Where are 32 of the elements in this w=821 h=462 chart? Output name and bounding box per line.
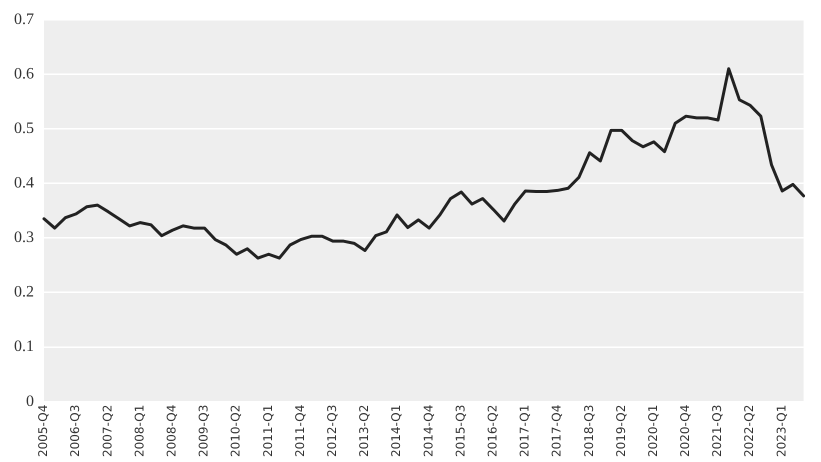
x-tick-label: 2018-Q3 (582, 404, 596, 457)
y-tick-label: 0.1 (14, 338, 34, 356)
x-tick-label: 2011-Q4 (292, 404, 307, 457)
x-tick-label: 2005-Q4 (36, 404, 50, 457)
y-tick-label: 0.7 (14, 10, 34, 28)
x-tick-label: 2016-Q2 (485, 404, 500, 457)
x-tick-label: 2013-Q2 (357, 404, 372, 457)
x-tick-label: 2012-Q3 (324, 404, 339, 457)
y-tick-label: 0.2 (14, 284, 34, 301)
x-tick-label: 2020-Q1 (646, 404, 660, 457)
x-tick-label: 2014-Q4 (421, 404, 436, 457)
x-tick-label: 2017-Q4 (550, 404, 564, 457)
x-tick-label: 2014-Q1 (389, 404, 404, 457)
x-tick-label: 2022-Q2 (742, 404, 756, 457)
x-tick-label: 2007-Q2 (100, 404, 114, 457)
x-tick-label: 2020-Q4 (678, 404, 692, 457)
x-tick-label: 2023-Q1 (774, 404, 788, 457)
y-tick-label: 0.4 (14, 174, 34, 192)
y-tick-label: 0.5 (14, 120, 34, 137)
x-tick-label: 2019-Q2 (614, 404, 628, 457)
x-tick-label: 2015-Q3 (453, 404, 468, 457)
y-tick-label: 0.3 (14, 229, 34, 246)
x-tick-label: 2006-Q3 (68, 404, 82, 457)
y-tick-label: 0.6 (14, 65, 34, 82)
x-tick-label: 2017-Q1 (518, 404, 532, 457)
x-tick-label: 2010-Q2 (228, 404, 243, 457)
x-tick-label: 2008-Q1 (132, 404, 146, 457)
y-tick-label: 0 (26, 392, 34, 410)
x-tick-label: 2021-Q3 (710, 404, 724, 457)
x-tick-label: 2009-Q3 (196, 404, 211, 457)
x-tick-label: 2011-Q1 (260, 404, 275, 457)
x-tick-label: 2008-Q4 (164, 404, 179, 457)
